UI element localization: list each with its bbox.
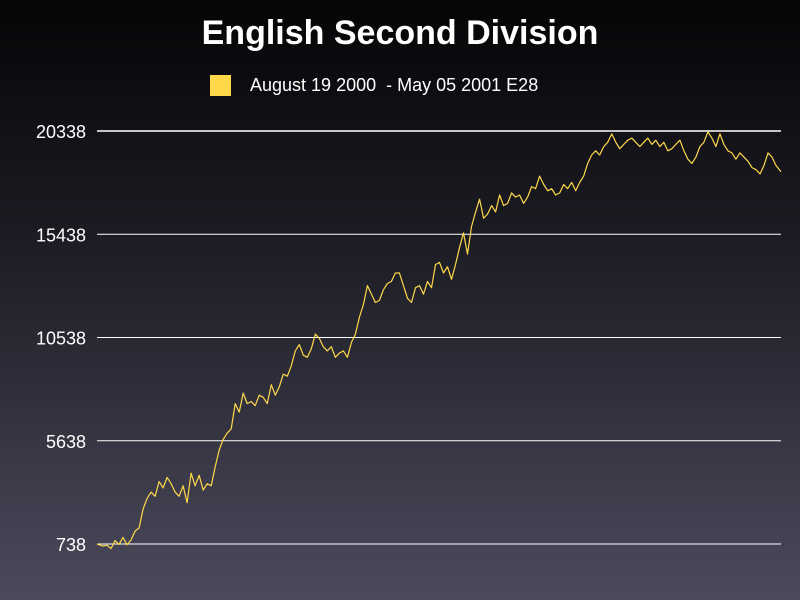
series-line-0: [96, 131, 782, 550]
chart-legend: August 19 2000 - May 05 2001 E28: [210, 74, 538, 96]
y-tick-label: 5638: [46, 432, 86, 452]
y-tick-label: 20338: [36, 122, 86, 142]
y-tick-label: 738: [56, 535, 86, 555]
chart-title: English Second Division: [201, 14, 599, 52]
y-tick-label: 15438: [36, 225, 86, 245]
y-tick-label: 10538: [36, 329, 86, 349]
legend-label: August 19 2000 - May 05 2001 E28: [250, 74, 539, 95]
legend-swatch: [210, 74, 231, 96]
